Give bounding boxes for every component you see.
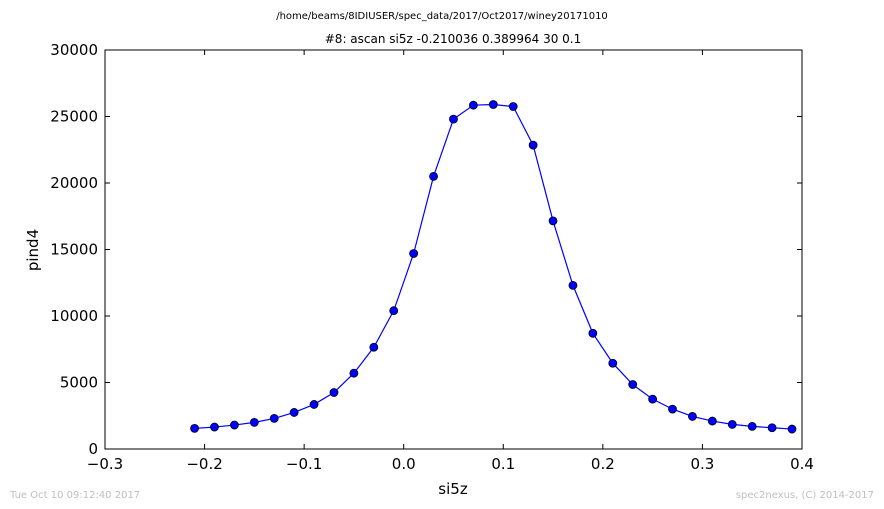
footer-credit: spec2nexus, (C) 2014-2017 [736, 490, 874, 501]
data-point [688, 412, 697, 421]
data-point [449, 114, 458, 124]
data-point [429, 171, 438, 181]
y-tick-label: 25000 [50, 108, 98, 126]
data-point [747, 421, 757, 431]
data-point [727, 419, 737, 429]
x-tick-label: −0.1 [286, 455, 322, 473]
data-point [468, 100, 478, 110]
y-tick-label: 10000 [50, 307, 98, 325]
data-point [329, 388, 339, 397]
x-tick-label: −0.3 [87, 455, 123, 473]
data-point [508, 102, 518, 111]
data-point [349, 368, 359, 378]
data-point [707, 416, 717, 426]
chart-title: #8: ascan si5z -0.210036 0.389964 30 0.1 [325, 32, 582, 46]
data-point [767, 423, 777, 433]
y-tick-label: 5000 [60, 374, 98, 392]
y-tick-label: 20000 [50, 174, 98, 192]
y-axis-ticks: 0 5000 10000 15000 20000 25000 30000 [50, 41, 802, 458]
data-point [409, 249, 419, 258]
y-tick-label: 0 [88, 440, 98, 458]
data-point [309, 400, 319, 409]
data-point [369, 342, 379, 352]
x-tick-label: −0.2 [186, 455, 222, 473]
data-point [249, 417, 259, 427]
data-point [608, 358, 618, 368]
x-axis-label: si5z [438, 480, 468, 498]
y-tick-label: 15000 [50, 241, 98, 259]
data-series [190, 100, 797, 434]
data-point [190, 423, 199, 433]
data-point [568, 281, 578, 290]
x-tick-label: 0.0 [392, 455, 416, 473]
data-point [289, 408, 299, 417]
data-point [389, 306, 399, 316]
data-point [628, 380, 638, 389]
data-point [269, 414, 279, 423]
x-axis-ticks: −0.3 −0.2 −0.1 0.0 0.1 0.2 0.3 0.4 [87, 50, 814, 473]
x-tick-label: 0.4 [790, 455, 814, 473]
x-tick-label: 0.1 [491, 455, 515, 473]
series-line [194, 103, 793, 430]
data-point [210, 422, 219, 432]
data-point [528, 140, 538, 150]
x-tick-label: 0.2 [591, 455, 615, 473]
data-point [668, 404, 677, 414]
x-tick-label: 0.3 [690, 455, 714, 473]
data-point [588, 328, 598, 338]
plot-area [104, 49, 803, 450]
footer-timestamp: Tue Oct 10 09:12:40 2017 [9, 490, 140, 501]
y-tick-label: 30000 [50, 41, 98, 59]
file-path: /home/beams/8IDIUSER/spec_data/2017/Oct2… [276, 11, 608, 22]
data-point [488, 100, 498, 109]
y-axis-label: pind4 [24, 229, 42, 271]
data-point [548, 216, 558, 226]
data-point [230, 420, 239, 430]
data-point [787, 424, 797, 434]
data-point [648, 394, 658, 404]
